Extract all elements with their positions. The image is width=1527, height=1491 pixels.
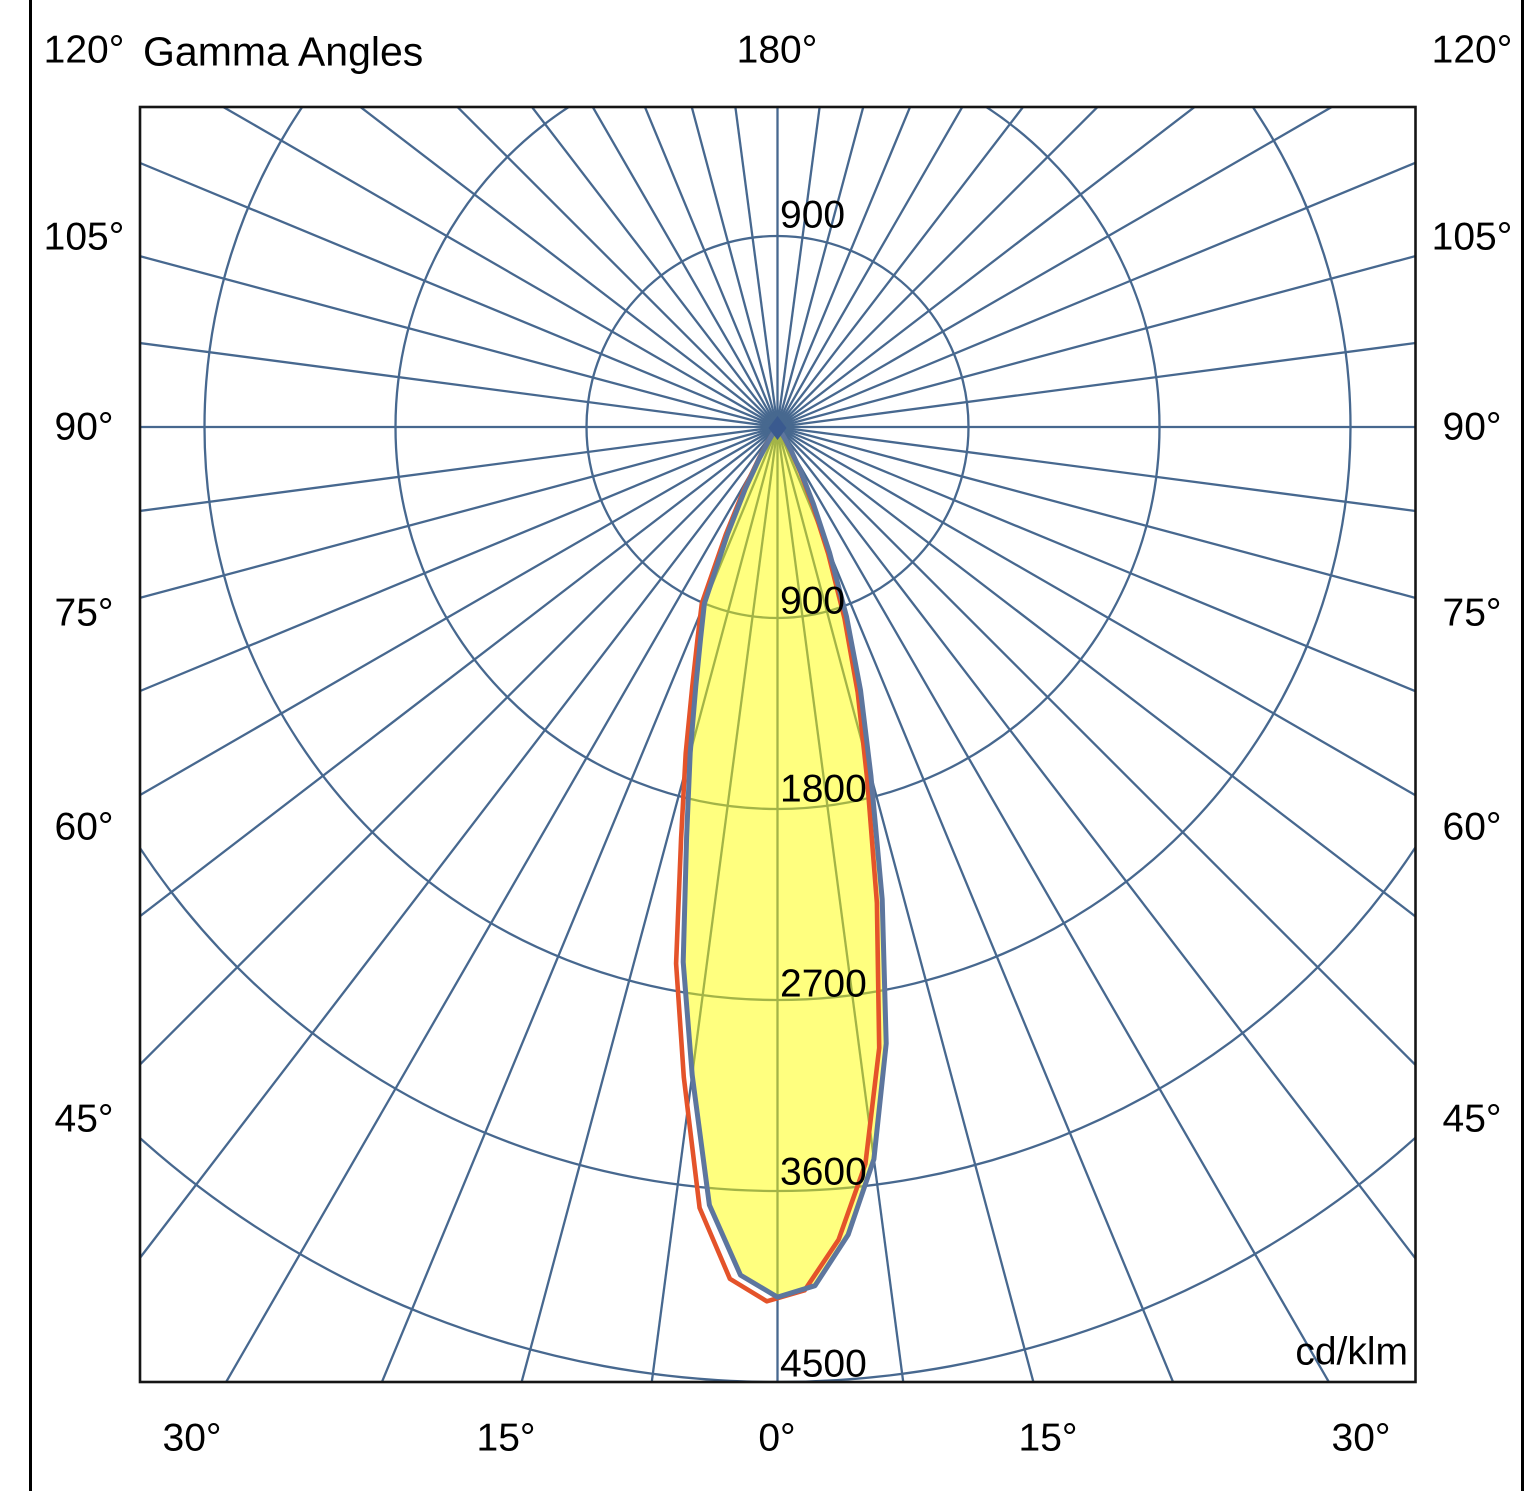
figure-right-border bbox=[1521, 0, 1524, 1491]
gamma-spoke bbox=[224, 426, 779, 1382]
gamma-spoke bbox=[140, 425, 778, 513]
gamma-spoke bbox=[777, 341, 1416, 429]
gamma-spoke bbox=[776, 426, 1416, 919]
gamma-spoke bbox=[776, 107, 1335, 428]
gamma-spoke bbox=[777, 161, 1416, 429]
gamma-spoke bbox=[358, 107, 779, 428]
gamma-spoke bbox=[777, 425, 1416, 600]
gamma-label-bottom-30l: 30° bbox=[162, 1416, 222, 1460]
radial-tick-3600: 3600 bbox=[780, 1150, 867, 1194]
gamma-spoke bbox=[140, 426, 779, 1260]
gamma-label-left-120: 120° bbox=[43, 28, 125, 72]
curve-c0-c180 bbox=[680, 424, 889, 1300]
gamma-spoke bbox=[776, 107, 865, 428]
gamma-spoke bbox=[140, 425, 778, 600]
gamma-spoke bbox=[591, 107, 779, 428]
gamma-spoke bbox=[140, 426, 779, 918]
radial-tick-900: 900 bbox=[780, 579, 846, 623]
radial-tick-2700: 2700 bbox=[780, 962, 867, 1006]
gamma-spoke bbox=[455, 107, 779, 428]
beam-fill bbox=[683, 427, 887, 1298]
gamma-spoke bbox=[776, 107, 1025, 428]
gamma-label-left-105: 105° bbox=[43, 215, 125, 259]
gamma-label-right-90: 90° bbox=[1442, 405, 1502, 449]
gamma-label-right-75: 75° bbox=[1442, 591, 1502, 635]
gamma-label-bottom-15r: 15° bbox=[1018, 1416, 1078, 1460]
radial-tick-900-top: 900 bbox=[780, 193, 846, 237]
gamma-spoke bbox=[776, 426, 1331, 1382]
plot-border bbox=[138, 105, 1417, 1384]
gamma-label-left-45: 45° bbox=[54, 1097, 114, 1141]
gamma-label-right-60: 60° bbox=[1442, 805, 1502, 849]
gamma-spoke bbox=[776, 426, 1416, 797]
gamma-label-bottom-30r: 30° bbox=[1331, 1416, 1391, 1460]
gamma-label-bottom-15l: 15° bbox=[476, 1416, 536, 1460]
gamma-spoke bbox=[140, 426, 779, 1067]
gamma-spoke bbox=[643, 107, 779, 428]
center-hub bbox=[768, 416, 787, 440]
figure-left-border bbox=[29, 0, 32, 1491]
gamma-spoke bbox=[140, 161, 778, 429]
gamma-spoke bbox=[140, 426, 779, 797]
gamma-label-left-60: 60° bbox=[54, 805, 114, 849]
radial-tick-4500: 4500 bbox=[780, 1342, 867, 1386]
gamma-label-bottom-0: 0° bbox=[758, 1416, 796, 1460]
gamma-label-right-120: 120° bbox=[1431, 28, 1513, 72]
gamma-spoke bbox=[734, 107, 779, 428]
gamma-label-right-105: 105° bbox=[1431, 215, 1513, 259]
gamma-spoke bbox=[776, 107, 821, 428]
gamma-label-left-90: 90° bbox=[54, 405, 114, 449]
gamma-label-right-45: 45° bbox=[1442, 1097, 1502, 1141]
gamma-spoke bbox=[140, 254, 778, 429]
gamma-label-left-75: 75° bbox=[54, 591, 114, 635]
gamma-spoke bbox=[530, 107, 779, 428]
gamma-spoke bbox=[776, 426, 1416, 1261]
gamma-spoke bbox=[776, 107, 964, 428]
gamma-spoke bbox=[777, 425, 1416, 693]
gamma-spoke bbox=[776, 426, 1175, 1382]
gamma-spoke bbox=[776, 426, 1416, 1067]
gamma-spoke bbox=[776, 107, 1100, 428]
unit-label: cd/klm bbox=[1295, 1330, 1408, 1374]
gamma-spoke bbox=[220, 107, 779, 428]
gamma-spoke bbox=[777, 254, 1416, 429]
gamma-spoke bbox=[140, 341, 778, 429]
gamma-spoke bbox=[140, 425, 778, 693]
gamma-spoke bbox=[777, 425, 1416, 513]
chart-title: Gamma Angles bbox=[143, 28, 424, 75]
radial-tick-1800: 1800 bbox=[780, 767, 867, 811]
gamma-label-top-180: 180° bbox=[736, 28, 818, 72]
gamma-spoke bbox=[776, 107, 1197, 428]
gamma-spoke bbox=[776, 107, 912, 428]
gamma-spoke bbox=[380, 426, 779, 1382]
gamma-spoke bbox=[690, 107, 779, 428]
